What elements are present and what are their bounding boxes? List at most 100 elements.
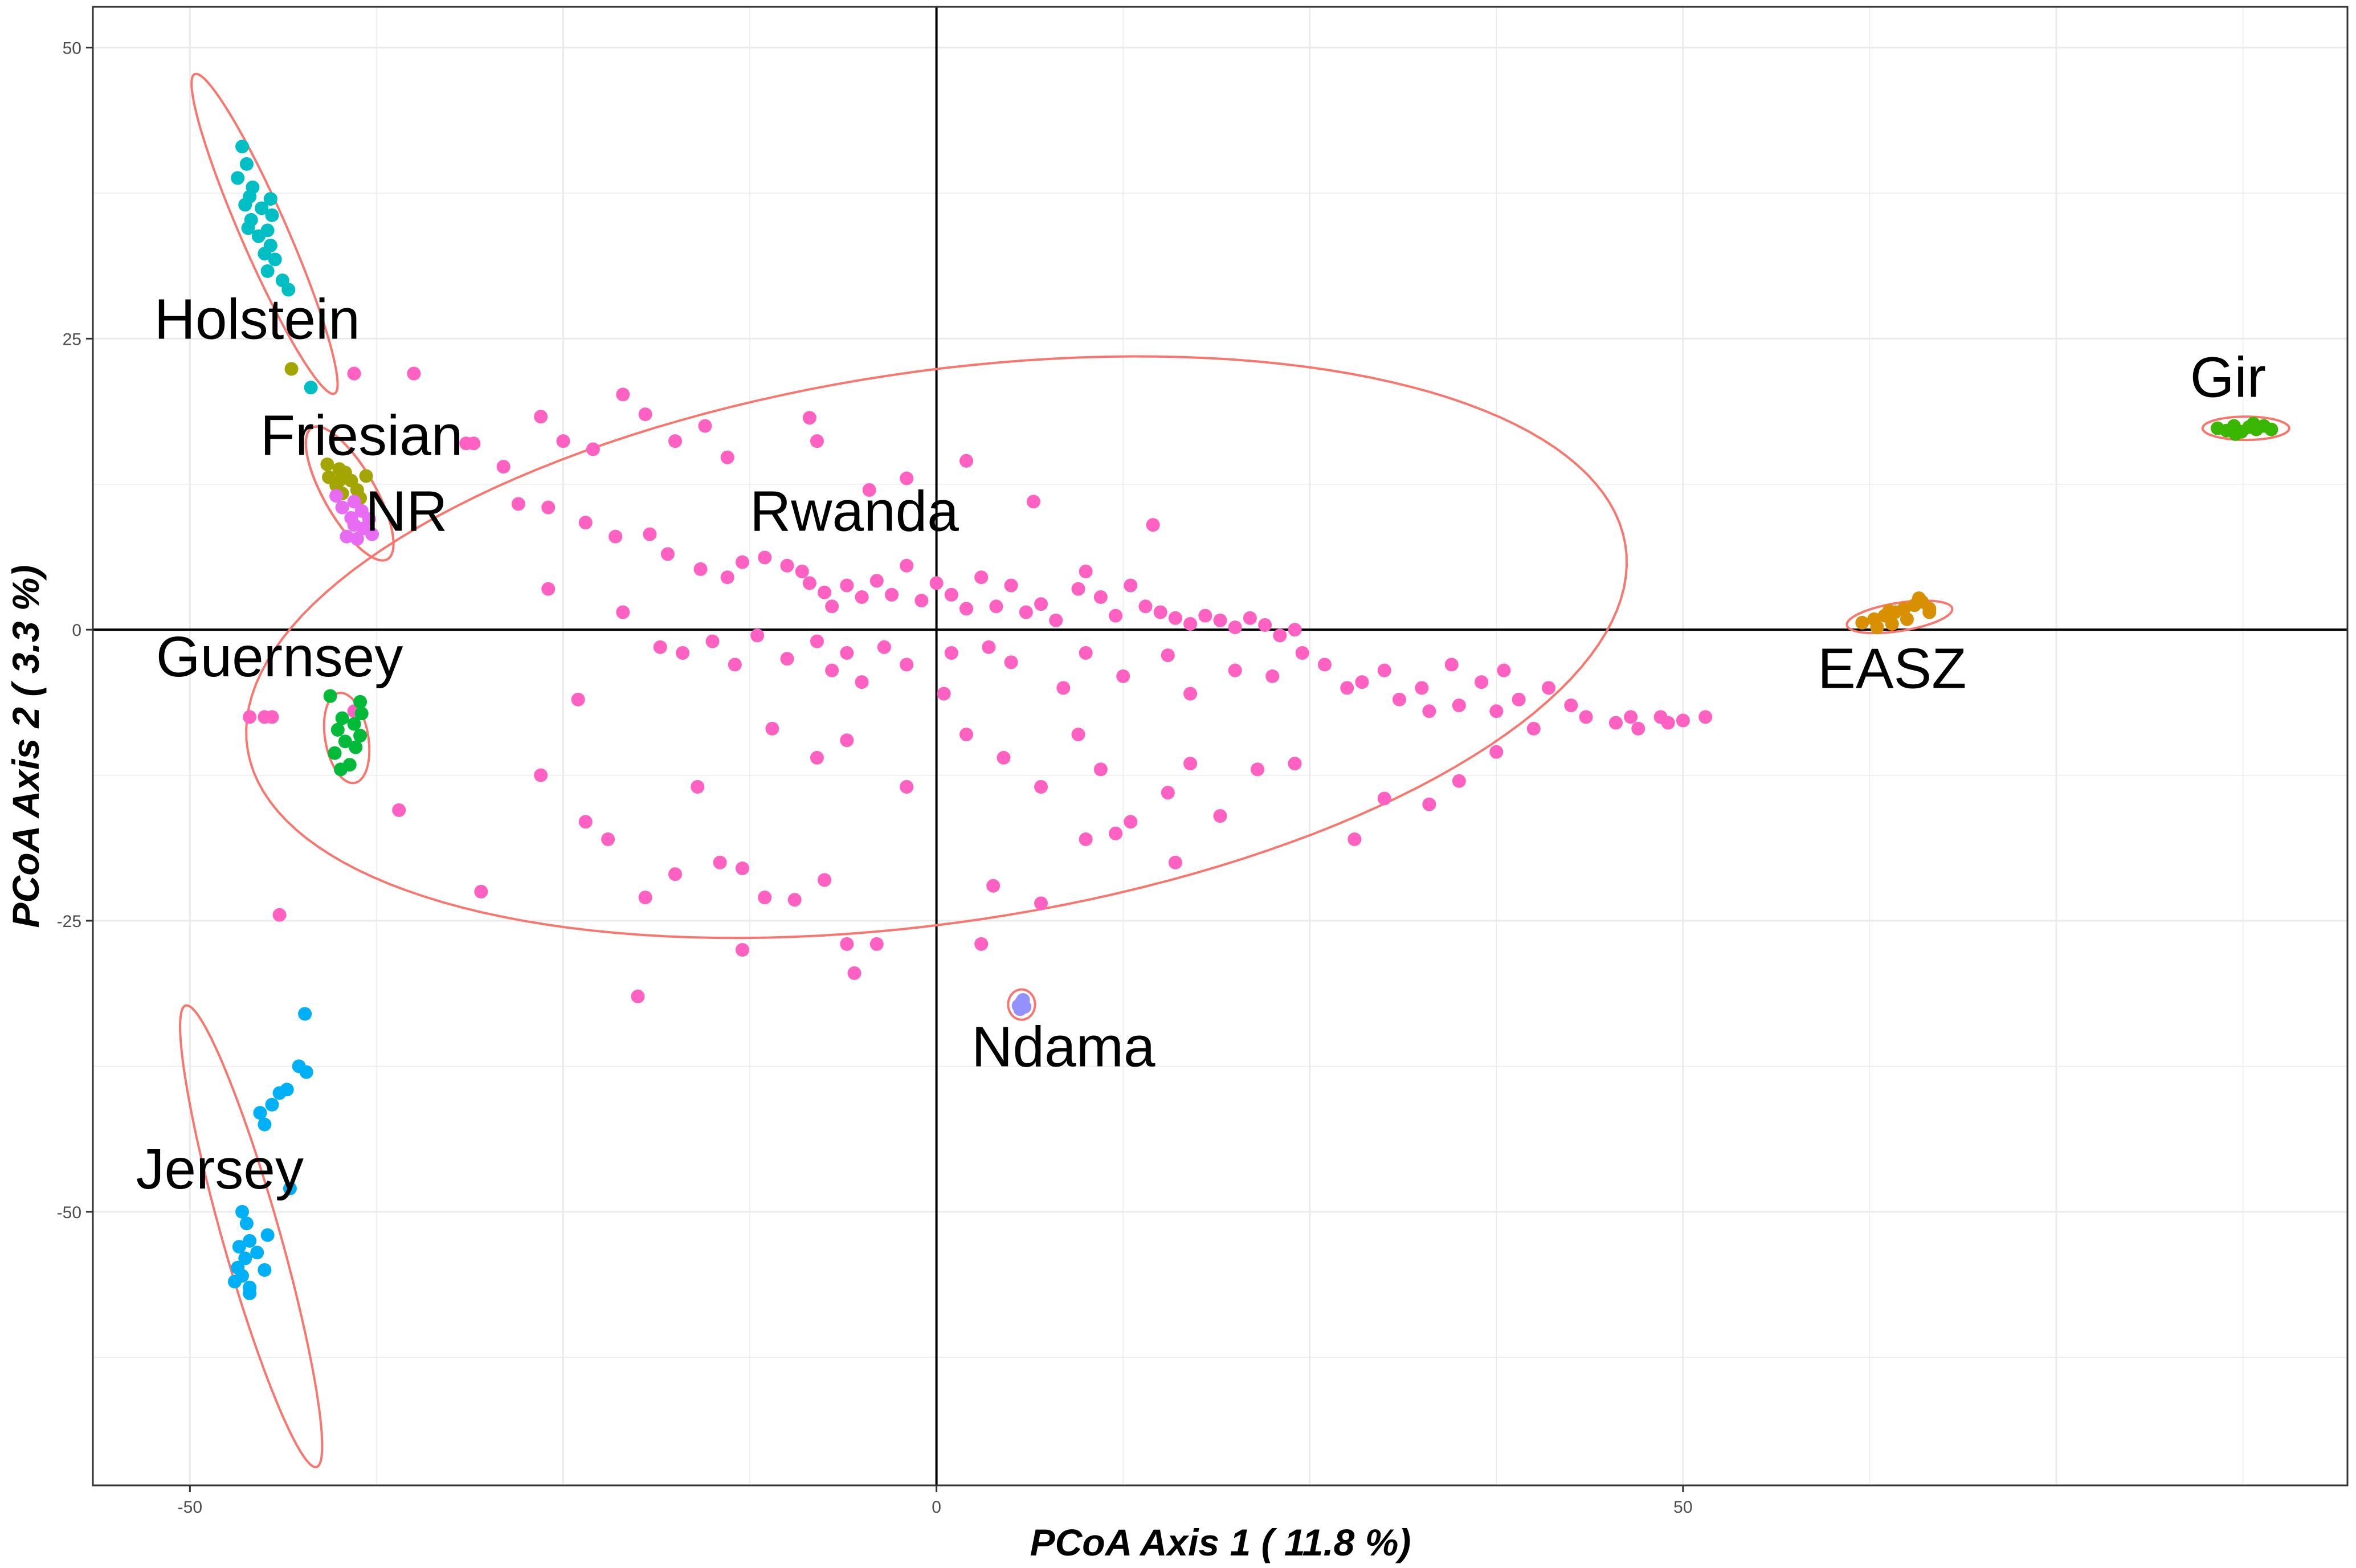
point-rwanda (944, 646, 958, 660)
point-easz (1885, 616, 1899, 631)
point-rwanda (1183, 616, 1198, 631)
point-rwanda (974, 570, 989, 585)
point-rwanda (534, 768, 548, 782)
data-points (227, 140, 2279, 1300)
point-rwanda (653, 640, 667, 654)
point-jersey (260, 1228, 275, 1242)
point-holstein (258, 247, 272, 261)
point-guernsey (353, 729, 368, 743)
point-jersey (231, 1260, 245, 1275)
point-rwanda (997, 750, 1011, 765)
point-nr (335, 500, 349, 514)
point-rwanda (571, 692, 585, 707)
label-friesian: Friesian (260, 404, 463, 468)
point-rwanda (1093, 590, 1108, 604)
point-holstein (265, 208, 279, 222)
point-rwanda (1124, 815, 1138, 829)
point-rwanda (1213, 613, 1227, 627)
y-tick-label: 0 (72, 621, 81, 640)
point-rwanda (1026, 495, 1040, 509)
ellipse-gir (2201, 415, 2290, 442)
label-guernsey: Guernsey (156, 625, 403, 689)
point-rwanda (802, 576, 816, 590)
point-rwanda (1288, 623, 1302, 637)
point-rwanda (1489, 704, 1504, 718)
point-rwanda (1422, 704, 1436, 718)
point-nr (350, 532, 364, 546)
point-rwanda (660, 547, 675, 561)
point-nr (365, 527, 379, 541)
point-rwanda (986, 879, 1001, 893)
point-rwanda (1228, 663, 1242, 677)
point-rwanda (1340, 681, 1354, 695)
plot-panel-border (92, 6, 2349, 1487)
point-rwanda (780, 558, 794, 573)
point-jersey (238, 1251, 252, 1265)
point-rwanda (974, 937, 989, 951)
point-rwanda (1198, 609, 1212, 623)
point-jersey (265, 1097, 279, 1112)
point-guernsey (335, 711, 349, 725)
reference-lines (93, 7, 2347, 1485)
label-jersey: Jersey (136, 1137, 304, 1201)
point-holstein (251, 229, 266, 243)
point-rwanda (1631, 721, 1645, 736)
point-rwanda (1564, 698, 1578, 712)
ellipse-holstein (190, 72, 339, 395)
point-rwanda (1228, 620, 1242, 635)
point-rwanda (1377, 791, 1391, 806)
point-rwanda (982, 640, 996, 654)
point-rwanda (668, 434, 683, 448)
point-rwanda (884, 587, 899, 602)
point-holstein (304, 381, 318, 395)
point-friesian (332, 473, 346, 488)
point-rwanda (1526, 721, 1541, 736)
point-easz (1897, 602, 1911, 616)
point-holstein (268, 252, 282, 267)
point-rwanda (1056, 681, 1071, 695)
point-rwanda (1288, 757, 1302, 771)
point-rwanda (643, 527, 657, 541)
point-rwanda (638, 407, 652, 422)
point-gir (2228, 427, 2243, 441)
point-jersey (232, 1240, 246, 1254)
point-rwanda (1049, 613, 1063, 627)
point-rwanda (720, 450, 734, 464)
point-rwanda (1258, 618, 1272, 632)
label-nr: NR (365, 479, 447, 543)
point-rwanda (1079, 565, 1093, 579)
point-guernsey (353, 695, 368, 709)
point-rwanda (802, 411, 816, 425)
point-easz (1922, 605, 1937, 619)
point-rwanda (1004, 578, 1018, 593)
point-rwanda (765, 721, 779, 736)
point-rwanda (1213, 809, 1227, 823)
point-rwanda (1348, 832, 1362, 846)
point-rwanda (959, 602, 974, 616)
ellipse-jersey (179, 1004, 324, 1468)
point-friesian (284, 362, 299, 376)
point-rwanda (511, 497, 525, 511)
point-ndama (1016, 993, 1030, 1007)
point-rwanda (698, 419, 712, 433)
point-rwanda (578, 516, 593, 530)
point-rwanda (1452, 698, 1466, 712)
point-rwanda (1034, 597, 1048, 611)
point-holstein (241, 221, 255, 235)
point-rwanda (862, 483, 876, 497)
point-rwanda (272, 908, 287, 922)
point-rwanda (616, 387, 630, 402)
point-rwanda (1579, 710, 1593, 724)
point-rwanda (1489, 745, 1504, 759)
point-rwanda (900, 658, 914, 672)
point-rwanda (728, 658, 742, 672)
point-jersey (243, 1286, 257, 1300)
point-rwanda (1295, 646, 1309, 660)
point-guernsey (347, 717, 361, 731)
point-rwanda (795, 565, 809, 579)
y-tick-label: 25 (63, 330, 81, 349)
point-rwanda (1444, 658, 1459, 672)
point-friesian (359, 469, 373, 483)
point-rwanda (1355, 675, 1369, 689)
